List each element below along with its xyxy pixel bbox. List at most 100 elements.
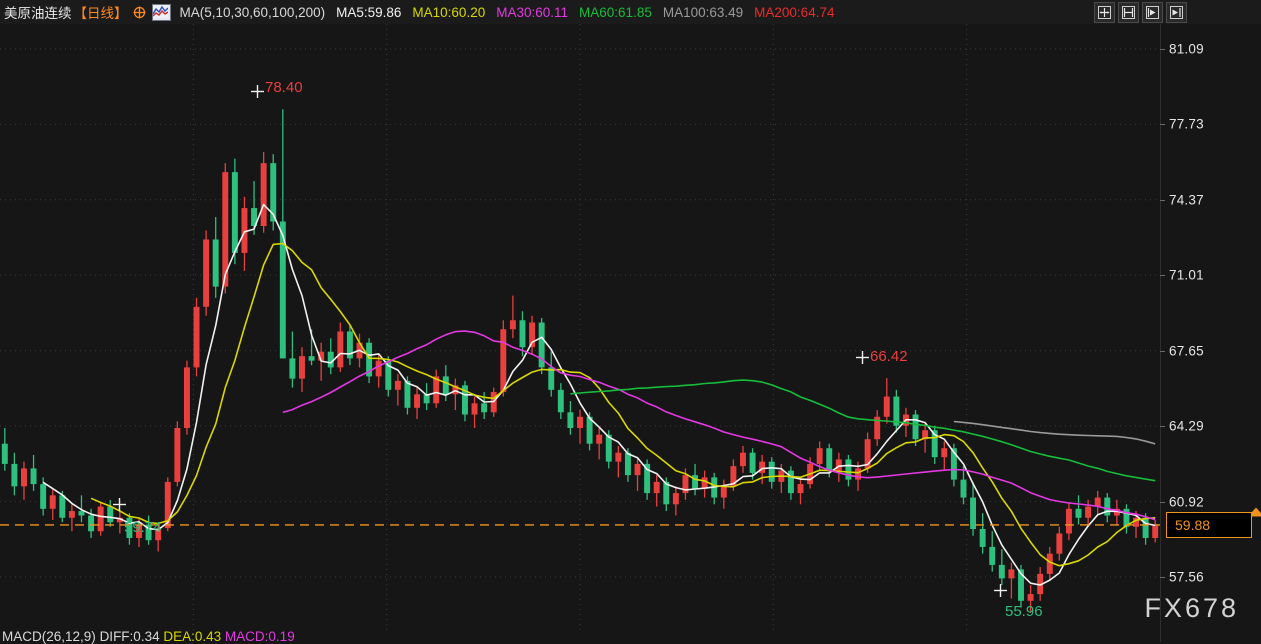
candle [1123, 508, 1130, 527]
candle [759, 461, 766, 473]
candle [835, 459, 842, 471]
annotation-cross-marker [113, 498, 126, 511]
candle [548, 367, 555, 390]
macd-macd-value: MACD:0.19 [224, 629, 295, 644]
ma-line-ma30 [282, 330, 1156, 521]
axis-tick [1160, 275, 1165, 277]
candle [1142, 517, 1149, 538]
candle [155, 528, 162, 541]
ma-params-label: MA(5,10,30,60,100,200) [179, 4, 326, 20]
candle [922, 430, 929, 440]
low-annotation-55-96: 55.96 [1005, 603, 1043, 620]
high-annotation-66-42: 66.42 [870, 348, 908, 365]
candlestick-canvas [0, 24, 1160, 630]
crosshair-circle-icon[interactable] [133, 6, 146, 19]
candle [672, 493, 679, 505]
candle [615, 452, 622, 462]
candle [1037, 573, 1044, 595]
candle [414, 394, 420, 408]
candle [989, 546, 996, 565]
symbol-name: 美原油连续 [4, 6, 72, 21]
candle [461, 385, 468, 415]
candle [605, 434, 612, 462]
axis-label: 67.65 [1169, 343, 1204, 359]
candle [931, 430, 938, 458]
annotation-cross-marker [856, 351, 869, 364]
candle [797, 484, 804, 494]
candle [519, 320, 526, 348]
candle [145, 524, 152, 541]
ma200-value: MA200:64.74 [754, 4, 835, 20]
candle [40, 484, 47, 509]
annotation-cross-marker [994, 584, 1007, 597]
candle [816, 448, 823, 464]
compress-horizontal-icon[interactable] [1118, 2, 1139, 23]
axis-label: 77.73 [1169, 116, 1204, 132]
candle [251, 208, 258, 226]
price-axis[interactable]: 81.09 77.73 74.37 71.01 67.65 64.29 60.92 57.56… [1160, 24, 1261, 642]
candle [289, 358, 296, 379]
candle [874, 416, 881, 440]
shift-right-icon[interactable] [1166, 2, 1187, 23]
candle [308, 356, 315, 361]
candle [577, 416, 583, 428]
candle [346, 331, 353, 359]
line-chart-icon[interactable] [151, 3, 171, 21]
crosshair-move-icon[interactable] [1094, 2, 1115, 23]
candle [1113, 508, 1120, 516]
candle [692, 475, 699, 489]
annotation-cross-marker [251, 85, 264, 98]
candle [174, 428, 181, 482]
candle [59, 495, 66, 518]
candle [1018, 569, 1024, 601]
candle [366, 342, 373, 377]
candle [337, 331, 344, 368]
candle [193, 306, 200, 368]
candle [749, 452, 756, 473]
moving-average-lines [42, 203, 1156, 586]
candle [375, 360, 382, 377]
candle [1152, 524, 1159, 538]
candle [682, 475, 689, 494]
candle [299, 356, 305, 379]
candle [260, 163, 267, 226]
current-price-arrow-icon [1248, 507, 1261, 517]
axis-label: 81.09 [1169, 41, 1204, 57]
ma100-value: MA100:63.49 [662, 4, 744, 20]
price-chart-plot[interactable] [0, 24, 1160, 630]
candle [509, 320, 516, 330]
chart-header: 美原油连续 【日线】 MA(5,10,30,60,100,200) MA5:59… [0, 0, 1261, 24]
candle [653, 481, 660, 494]
ma5-value: MA5:59.86 [336, 4, 402, 20]
candle [1, 443, 8, 464]
candle [1065, 508, 1072, 534]
current-price-tag[interactable]: 59.88 [1166, 511, 1252, 538]
candle [663, 481, 670, 505]
axis-tick [1160, 199, 1165, 201]
high-annotation-78-40: 78.40 [265, 79, 303, 96]
candle [941, 448, 948, 458]
candle [596, 434, 603, 444]
candle [1046, 553, 1053, 574]
candle [1056, 533, 1063, 554]
candle [30, 468, 37, 485]
candle [116, 517, 123, 523]
candle [327, 351, 334, 368]
candle [864, 439, 871, 469]
axis-tick [1160, 577, 1165, 579]
candle [49, 495, 56, 509]
axis-tick [1160, 350, 1165, 352]
ma60-value: MA60:61.85 [579, 4, 652, 20]
candle [1104, 497, 1111, 516]
expand-right-icon[interactable] [1142, 2, 1163, 23]
candle [845, 459, 852, 480]
candle [442, 376, 449, 395]
candle [20, 468, 27, 487]
chart-toolbar [1094, 2, 1187, 23]
candle [950, 448, 957, 480]
candle [634, 463, 641, 476]
candle [624, 452, 631, 476]
candle [318, 351, 325, 361]
candle [231, 172, 238, 253]
